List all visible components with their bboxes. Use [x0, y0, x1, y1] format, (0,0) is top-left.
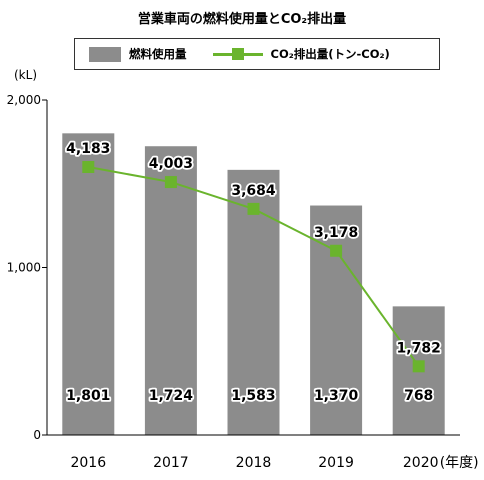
y-axis-unit: (kL): [14, 68, 37, 82]
co2-marker-2016: [82, 161, 95, 173]
co2-marker-2018: [247, 202, 260, 215]
x-tick-label: 2019: [318, 455, 354, 471]
bar-value-label: 1,801: [66, 388, 110, 404]
chart-title: 営業車両の燃料使用量とCO₂排出量: [137, 12, 347, 27]
legend-label-co2: CO₂排出量(トン-CO₂): [270, 47, 390, 61]
bar-value-label: 1,370: [314, 388, 359, 404]
y-tick-label: 0: [33, 428, 41, 442]
bar-value-label: 768: [404, 388, 433, 404]
bar-2016: [62, 133, 115, 435]
bar-swatch-icon: [89, 46, 121, 62]
bar-2019: [310, 205, 363, 435]
legend: 燃料使用量 CO₂排出量(トン-CO₂): [74, 38, 440, 70]
co2-value-label: 3,684: [231, 183, 276, 199]
legend-item-co2: CO₂排出量(トン-CO₂): [187, 46, 390, 62]
y-tick-label: 2,000: [7, 93, 41, 107]
y-tick-label: 1,000: [7, 261, 41, 275]
co2-marker-2020: [412, 360, 425, 373]
x-tick-label: 2018: [236, 455, 272, 471]
co2-value-label: 1,782: [397, 340, 441, 356]
bar-2017: [144, 146, 197, 436]
line-swatch-icon: [212, 47, 263, 62]
co2-marker-2017: [164, 176, 177, 189]
x-axis-suffix: (年度): [440, 455, 479, 471]
co2-value-label: 3,178: [314, 225, 358, 241]
co2-value-label: 4,003: [149, 156, 193, 172]
bar-value-label: 1,724: [149, 388, 194, 404]
co2-value-label: 4,183: [66, 141, 110, 157]
x-tick-label: 2016: [70, 455, 106, 471]
x-tick-label: 2020: [403, 455, 439, 471]
legend-item-fuel: 燃料使用量: [75, 46, 187, 62]
co2-marker-2019: [330, 244, 343, 257]
legend-label-fuel: 燃料使用量: [129, 47, 187, 61]
x-tick-label: 2017: [153, 455, 189, 471]
bar-value-label: 1,583: [231, 388, 275, 404]
